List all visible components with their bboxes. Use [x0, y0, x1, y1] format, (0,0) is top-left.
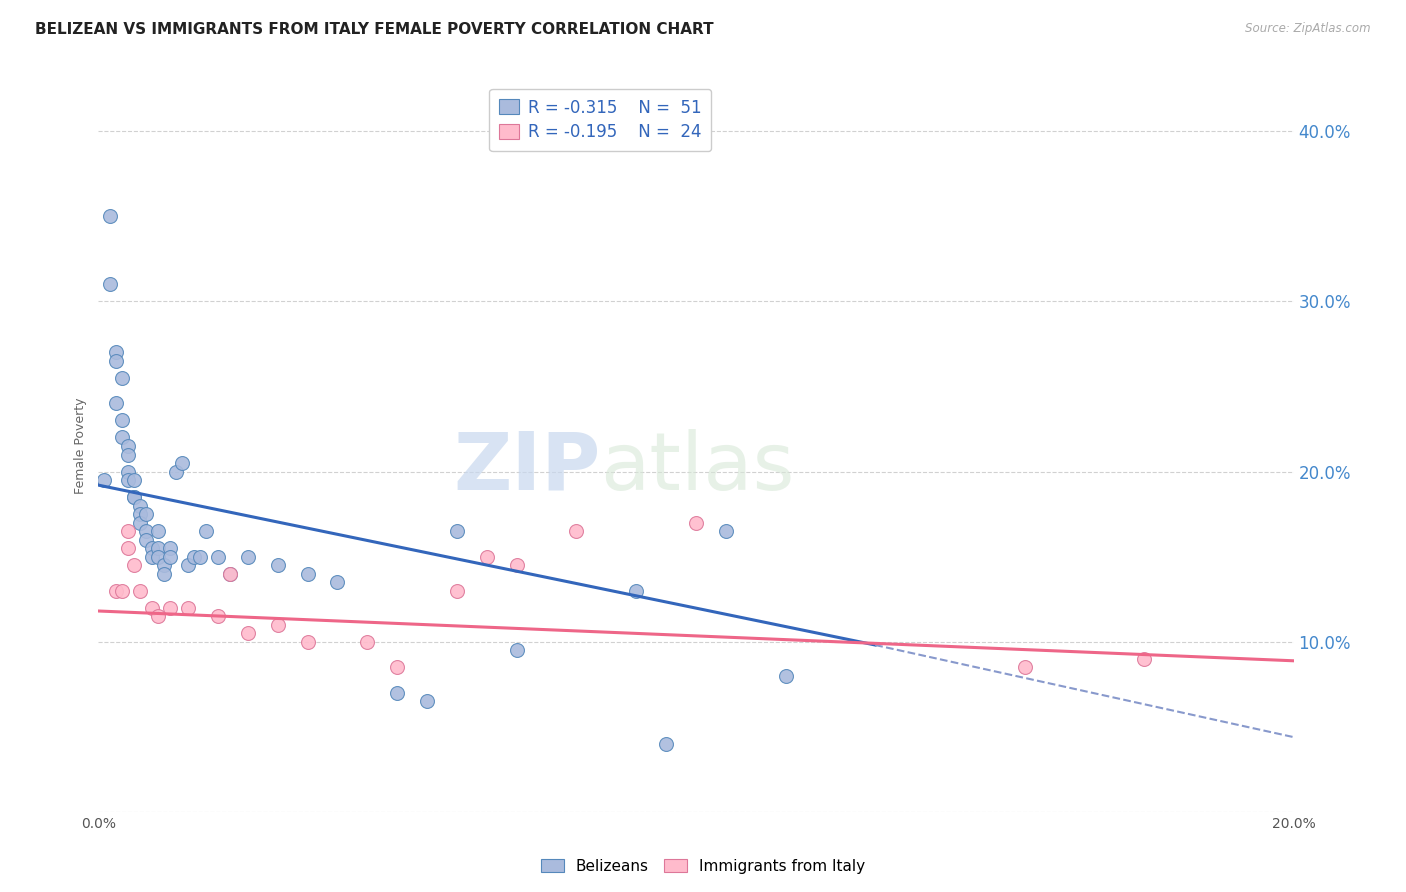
Point — [117, 541, 139, 555]
Point — [207, 549, 229, 564]
Point — [129, 499, 152, 513]
Point — [236, 549, 259, 564]
Point — [98, 277, 122, 292]
Point — [475, 549, 498, 564]
Point — [129, 516, 152, 530]
Point — [105, 583, 128, 598]
Point — [141, 549, 163, 564]
Point — [1014, 660, 1036, 674]
Legend: Belizeans, Immigrants from Italy: Belizeans, Immigrants from Italy — [534, 853, 872, 880]
Point — [129, 583, 152, 598]
Point — [446, 583, 468, 598]
Point — [135, 507, 157, 521]
Point — [105, 345, 128, 359]
Point — [172, 456, 194, 470]
Point — [385, 686, 409, 700]
Text: atlas: atlas — [600, 429, 794, 507]
Legend: R = -0.315    N =  51, R = -0.195    N =  24: R = -0.315 N = 51, R = -0.195 N = 24 — [489, 88, 711, 152]
Point — [105, 354, 128, 368]
Point — [148, 541, 170, 555]
Point — [148, 549, 170, 564]
Point — [183, 549, 205, 564]
Point — [141, 600, 163, 615]
Point — [506, 643, 529, 657]
Point — [195, 524, 218, 538]
Point — [98, 210, 122, 224]
Point — [129, 507, 152, 521]
Point — [446, 524, 468, 538]
Point — [124, 490, 146, 504]
Point — [153, 558, 176, 572]
Point — [117, 465, 139, 479]
Point — [105, 396, 128, 410]
Point — [135, 533, 157, 547]
Point — [177, 600, 200, 615]
Point — [177, 558, 200, 572]
Point — [93, 473, 115, 487]
Point — [124, 490, 146, 504]
Point — [111, 371, 134, 385]
Point — [117, 524, 139, 538]
Point — [1133, 651, 1156, 665]
Point — [153, 566, 176, 581]
Point — [117, 439, 139, 453]
Point — [714, 524, 737, 538]
Point — [506, 558, 529, 572]
Point — [565, 524, 588, 538]
Point — [165, 465, 187, 479]
Point — [117, 473, 139, 487]
Point — [111, 413, 134, 427]
Point — [159, 541, 181, 555]
Point — [117, 448, 139, 462]
Point — [267, 558, 290, 572]
Point — [385, 660, 409, 674]
Point — [326, 575, 349, 590]
Point — [135, 524, 157, 538]
Text: Source: ZipAtlas.com: Source: ZipAtlas.com — [1246, 22, 1371, 36]
Point — [626, 583, 648, 598]
Point — [111, 430, 134, 444]
Point — [685, 516, 707, 530]
Point — [267, 617, 290, 632]
Point — [356, 634, 378, 648]
Point — [188, 549, 211, 564]
Point — [124, 558, 146, 572]
Point — [236, 626, 259, 640]
Text: ZIP: ZIP — [453, 429, 600, 507]
Point — [297, 634, 319, 648]
Point — [297, 566, 319, 581]
Point — [159, 549, 181, 564]
Point — [148, 609, 170, 624]
Point — [416, 694, 439, 708]
Point — [124, 473, 146, 487]
Point — [159, 600, 181, 615]
Point — [219, 566, 242, 581]
Point — [219, 566, 242, 581]
Point — [655, 737, 678, 751]
Point — [775, 668, 797, 682]
Y-axis label: Female Poverty: Female Poverty — [73, 398, 87, 494]
Point — [148, 524, 170, 538]
Point — [111, 583, 134, 598]
Text: BELIZEAN VS IMMIGRANTS FROM ITALY FEMALE POVERTY CORRELATION CHART: BELIZEAN VS IMMIGRANTS FROM ITALY FEMALE… — [35, 22, 714, 37]
Point — [207, 609, 229, 624]
Point — [141, 541, 163, 555]
